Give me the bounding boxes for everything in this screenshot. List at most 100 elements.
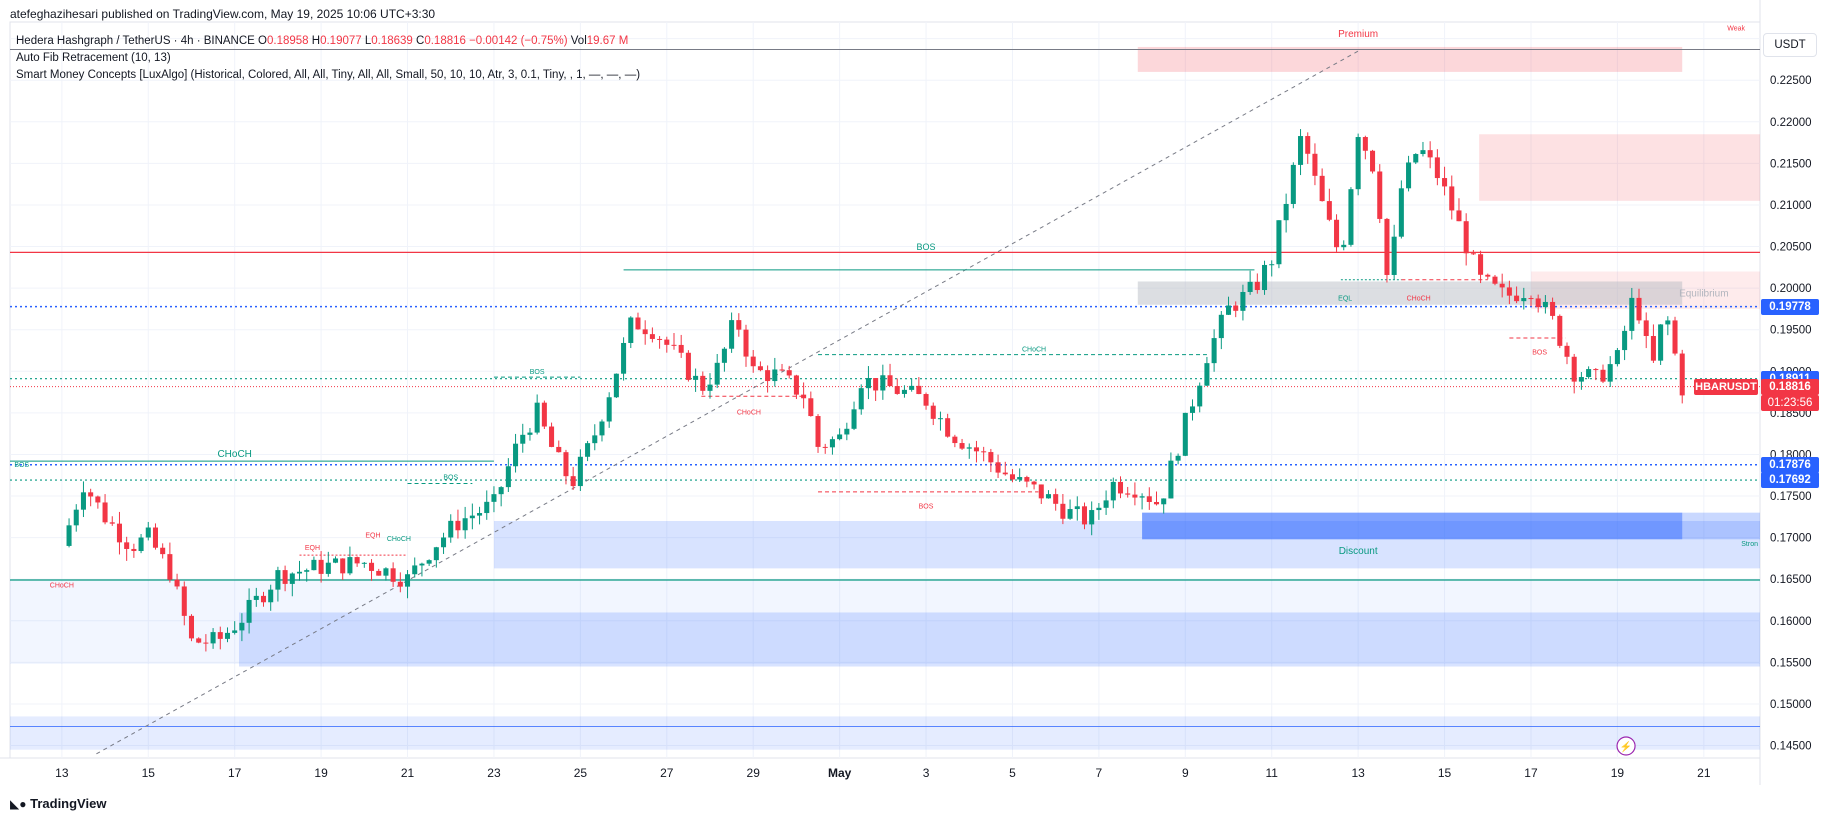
candle-up — [80, 492, 86, 510]
candle-down — [549, 426, 555, 447]
choch-label: CHoCH — [217, 449, 251, 460]
candle-up — [505, 466, 511, 488]
candle-down — [700, 375, 706, 391]
bos-label: BOS — [917, 242, 936, 252]
x-tick-label: May — [828, 766, 852, 780]
candle-up — [1168, 460, 1174, 499]
candle-up — [1110, 481, 1116, 501]
candle-down — [1024, 477, 1030, 482]
price-label-px-17692: 0.17692 — [1761, 472, 1819, 489]
candle-up — [772, 369, 778, 382]
candle-down — [1679, 353, 1685, 396]
candle-down — [376, 570, 382, 576]
candle-down — [167, 554, 173, 580]
candle-down — [570, 476, 576, 487]
weak-high-label: Weak — [1727, 25, 1745, 32]
candle-down — [1492, 276, 1498, 284]
candle-down — [1362, 137, 1368, 151]
candle-down — [95, 496, 101, 503]
candle-down — [397, 581, 403, 587]
x-tick-label: 13 — [1351, 766, 1365, 780]
candle-down — [1485, 274, 1491, 277]
candle-up — [534, 402, 540, 433]
candle-down — [1153, 501, 1160, 505]
candle-down — [390, 568, 396, 582]
candle-up — [851, 409, 857, 429]
candle-down — [743, 329, 749, 357]
candle-up — [858, 388, 864, 410]
currency-button[interactable]: USDT — [1763, 33, 1817, 57]
candle-up — [477, 513, 483, 516]
candle-up — [880, 375, 886, 391]
candle-up — [1189, 406, 1196, 413]
candle-up — [592, 435, 598, 444]
candle-up — [1348, 189, 1354, 245]
wide-demand-zone — [10, 579, 1760, 665]
candle-up — [1614, 350, 1620, 365]
candle-down — [1593, 369, 1599, 371]
candle-down — [959, 443, 965, 449]
candle-up — [527, 432, 533, 435]
x-tick-label: 29 — [747, 766, 761, 780]
indicator-fib[interactable]: Auto Fib Retracement (10, 13) — [16, 52, 171, 64]
candle-up — [1413, 154, 1419, 163]
candle-up — [520, 434, 526, 444]
candle-down — [1600, 369, 1606, 382]
candle-up — [484, 501, 490, 514]
candle-up — [405, 574, 411, 587]
candle-down — [1125, 493, 1131, 495]
candle-up — [1139, 496, 1145, 498]
candle-down — [793, 375, 799, 395]
candle-up — [332, 558, 339, 563]
ohlc-value-h: 0.19077 — [320, 35, 365, 47]
symbol-legend-row[interactable]: Hedera Hashgraph / TetherUS · 4h · BINAN… — [16, 33, 640, 50]
candle-up — [1542, 301, 1548, 308]
y-tick-label: 0.15000 — [1770, 699, 1812, 711]
y-tick-label: 0.18500 — [1770, 408, 1812, 420]
candle-down — [88, 492, 94, 497]
ohlc-label-o: O — [258, 35, 267, 47]
candle-up — [1074, 506, 1080, 510]
candle-up — [1521, 298, 1527, 302]
candle-down — [988, 452, 994, 463]
candle-up — [412, 565, 418, 575]
choch-label-small-2: CHoCH — [387, 536, 411, 543]
tradingview-logo[interactable]: ◣● TradingView — [10, 796, 106, 811]
candle-up — [937, 418, 943, 420]
candle-down — [260, 595, 267, 603]
footer-brand: TradingView — [30, 796, 107, 811]
x-tick-label: 17 — [228, 766, 242, 780]
candle-up — [1240, 291, 1246, 311]
candle-down — [916, 385, 922, 395]
candle-up — [1089, 510, 1095, 525]
candle-up — [1391, 236, 1397, 275]
candle-down — [930, 405, 936, 419]
candle-down — [649, 334, 655, 339]
x-tick-label: 21 — [1697, 766, 1711, 780]
candle-up — [232, 630, 238, 633]
candle-down — [894, 386, 900, 394]
indicator-smc[interactable]: Smart Money Concepts [LuxAlgo] (Historic… — [16, 69, 641, 81]
x-tick-label: 15 — [1438, 766, 1452, 780]
candle-up — [1276, 220, 1282, 265]
eql-label: EQL — [1338, 296, 1352, 303]
candle-up — [498, 487, 504, 495]
candle-down — [642, 329, 648, 335]
x-tick-label: 7 — [1096, 766, 1103, 780]
ohlc-values: O0.18958 H0.19077 L0.18639 C0.18816 — [258, 35, 469, 47]
candle-down — [1060, 503, 1066, 519]
candle-up — [729, 320, 735, 349]
strong-low-label: Stron — [1741, 541, 1758, 548]
discount-zone-ext — [1142, 512, 1760, 540]
candle-down — [124, 542, 130, 549]
candle-down — [1550, 301, 1556, 316]
candle-up — [1420, 150, 1426, 155]
candle-up — [1175, 455, 1181, 461]
x-tick-label: 17 — [1524, 766, 1538, 780]
x-tick-label: 3 — [923, 766, 930, 780]
candle-down — [1427, 150, 1433, 158]
candle-down — [282, 570, 288, 584]
ohlc-label-c: C — [416, 35, 425, 47]
price-label-px-18816: 0.18816 — [1761, 378, 1819, 395]
